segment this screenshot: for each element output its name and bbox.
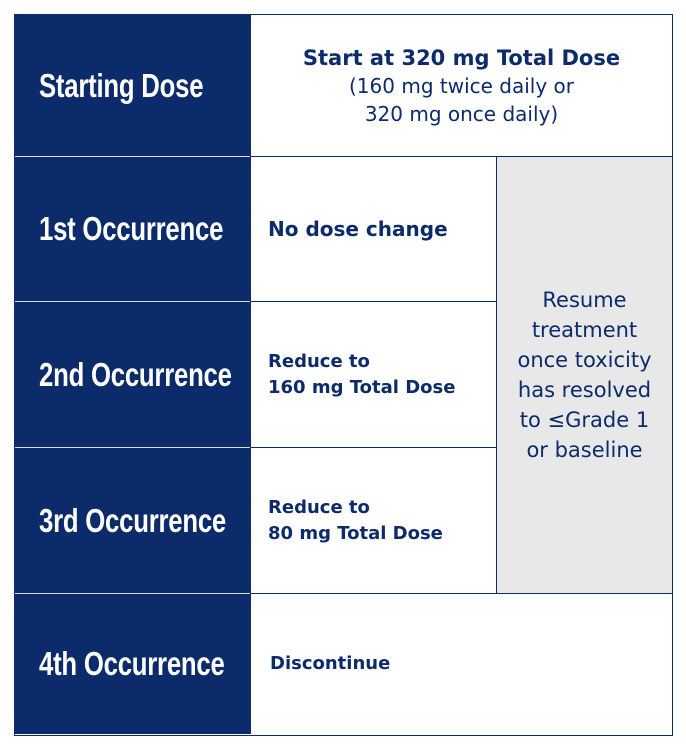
- 2nd-occurrence-action-line-2: 160 mg Total Dose: [268, 376, 456, 398]
- 3rd-occurrence-action-line-1: Reduce to: [268, 496, 370, 518]
- 2nd-occurrence-action-line-1: Reduce to: [268, 350, 370, 372]
- starting-dose-line-1: Start at 320 mg Total Dose: [302, 45, 621, 70]
- dose-modification-table: Starting Dose Start at 320 mg Total Dose…: [14, 14, 673, 736]
- starting-dose-value: Start at 320 mg Total Dose (160 mg twice…: [250, 15, 672, 157]
- 3rd-occurrence-action: Reduce to 80 mg Total Dose: [250, 448, 496, 594]
- row-label-4th-occurrence: 4th Occurrence: [15, 594, 250, 734]
- row-label-1st-occurrence: 1st Occurrence: [15, 157, 250, 302]
- 2nd-occurrence-action: Reduce to 160 mg Total Dose: [250, 302, 496, 448]
- row-label-2nd-occurrence: 2nd Occurrence: [15, 302, 250, 448]
- row-label-3rd-occurrence: 3rd Occurrence: [15, 448, 250, 594]
- resume-treatment-note: Resume treatment once toxicity has resol…: [496, 157, 672, 594]
- row-label-starting-dose: Starting Dose: [15, 15, 250, 157]
- starting-dose-line-2: (160 mg twice daily or: [349, 73, 574, 98]
- starting-dose-line-3: 320 mg once daily): [364, 101, 559, 126]
- 1st-occurrence-action: No dose change: [250, 157, 496, 302]
- 3rd-occurrence-action-line-2: 80 mg Total Dose: [268, 522, 443, 544]
- 4th-occurrence-action: Discontinue: [250, 594, 672, 734]
